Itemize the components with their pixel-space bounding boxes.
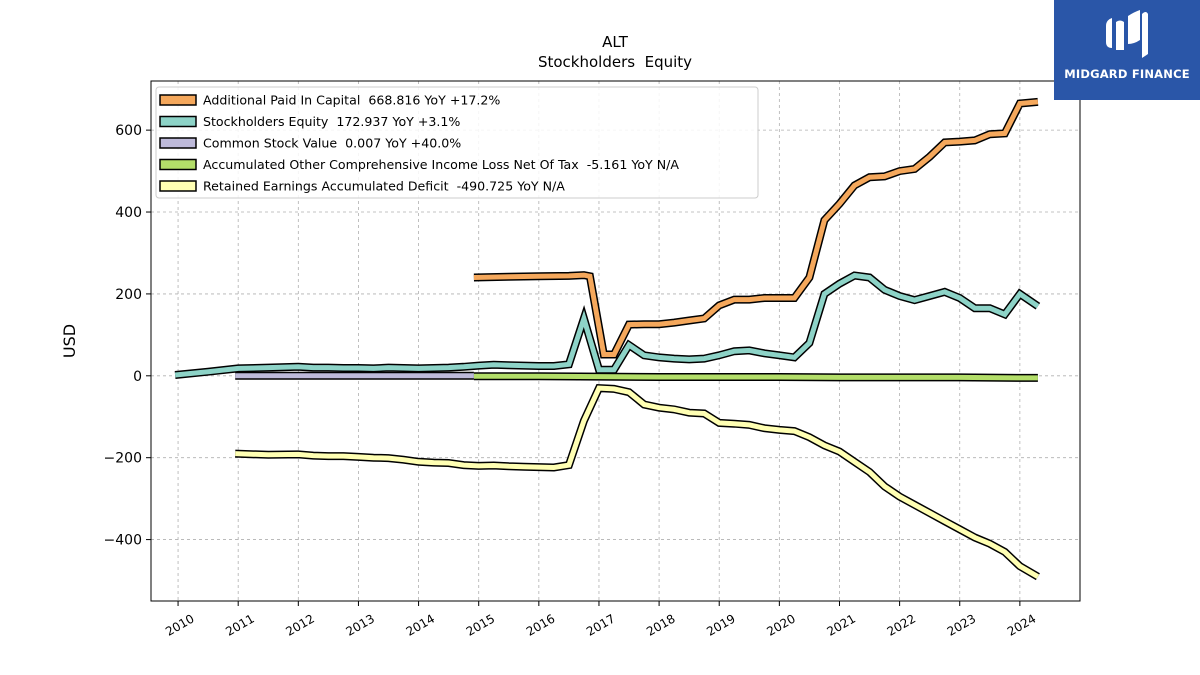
brand-name: MIDGARD FINANCE: [1064, 67, 1190, 81]
x-tick-label: 2024: [1005, 611, 1038, 638]
legend-swatch: [159, 115, 197, 128]
y-tick-label: 400: [115, 205, 142, 221]
chart-subtitle: Stockholders Equity: [538, 53, 692, 71]
x-tick-label: 2019: [704, 611, 737, 638]
x-tick-label: 2020: [764, 611, 797, 638]
x-tick-label: 2016: [524, 611, 557, 638]
x-tick-label: 2014: [404, 611, 437, 638]
legend-swatch: [159, 180, 197, 192]
series-line: [174, 272, 1040, 378]
y-tick-label: −400: [104, 533, 142, 549]
legend-swatch: [159, 94, 197, 106]
y-tick-label: −200: [104, 451, 142, 467]
x-tick-label: 2011: [223, 611, 256, 638]
brand-logo: MIDGARD FINANCE: [1054, 0, 1200, 100]
x-tick-label: 2018: [644, 611, 677, 638]
x-tick-label: 2012: [283, 611, 316, 638]
legend-swatch: [159, 137, 197, 149]
x-tick-label: 2015: [464, 611, 497, 638]
legend-label: Additional Paid In Capital 668.816 YoY +…: [203, 93, 500, 108]
logo-mark-icon: [1106, 10, 1148, 58]
y-axis-label: USD: [60, 324, 79, 358]
x-tick-label: 2023: [945, 611, 978, 638]
x-tick-label: 2010: [163, 611, 196, 638]
x-tick-label: 2022: [885, 611, 918, 638]
legend-label: Stockholders Equity 172.937 YoY +3.1%: [203, 114, 460, 129]
series-line: [235, 385, 1040, 579]
legend: Additional Paid In Capital 668.816 YoY +…: [155, 86, 759, 199]
legend-label: Retained Earnings Accumulated Deficit -4…: [203, 179, 565, 194]
x-tick-label: 2017: [584, 611, 617, 638]
x-tick-label: 2021: [825, 611, 858, 638]
plot-frame: [150, 80, 1081, 602]
x-tick-label: 2013: [343, 611, 376, 638]
series-line: [473, 99, 1039, 357]
series-lines: [174, 97, 1041, 581]
legend-swatch: [159, 158, 197, 171]
chart-title: ALT: [602, 33, 629, 51]
legend-label: Common Stock Value 0.007 YoY +40.0%: [203, 136, 461, 151]
series-line: [473, 373, 1038, 381]
y-tick-label: 600: [115, 123, 142, 139]
y-tick-label: 0: [133, 369, 142, 385]
legend-label: Accumulated Other Comprehensive Income L…: [203, 157, 679, 172]
y-tick-label: 200: [115, 287, 142, 303]
legend-box: [155, 86, 759, 199]
